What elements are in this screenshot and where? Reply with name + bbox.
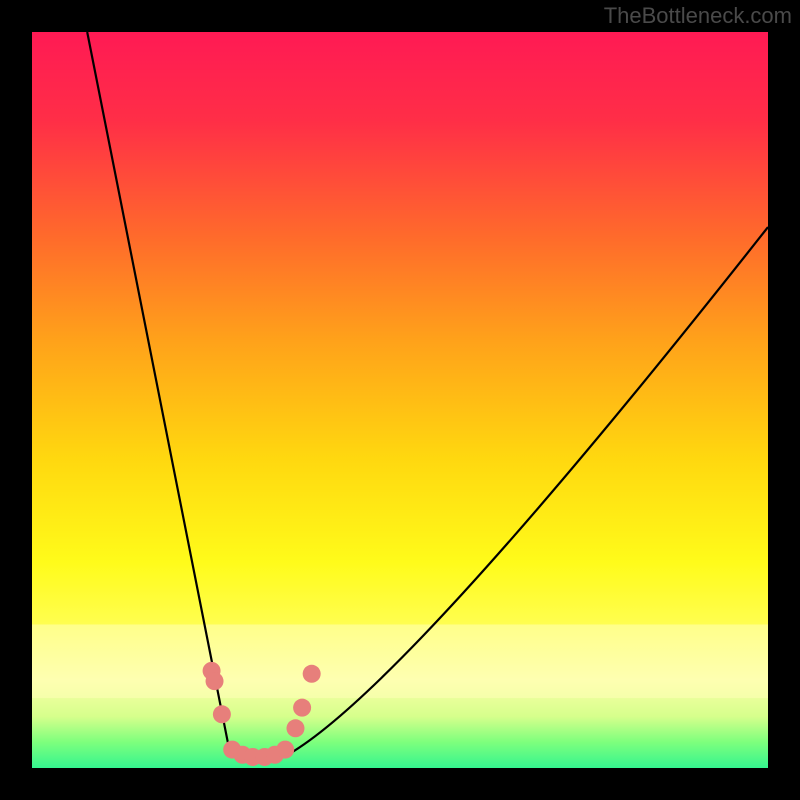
chart-outer: TheBottleneck.com [0,0,800,800]
watermark-text: TheBottleneck.com [604,3,792,29]
data-dot [206,672,224,690]
pale-band [32,625,768,699]
data-dot [276,741,294,759]
data-dot [293,699,311,717]
data-dot [286,719,304,737]
bottleneck-chart-svg [32,32,768,768]
data-dot [303,665,321,683]
plot-area [32,32,768,768]
data-dot [213,705,231,723]
